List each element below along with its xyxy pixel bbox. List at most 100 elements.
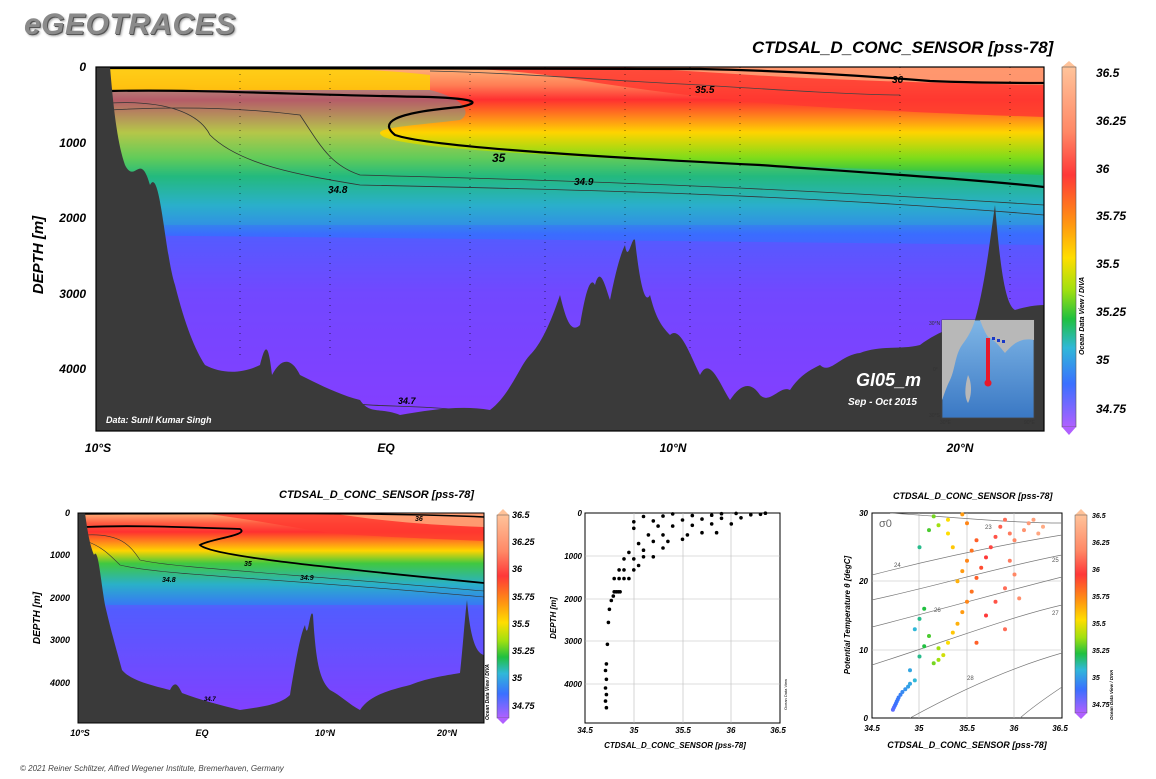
ts-scatter-point: [900, 690, 905, 694]
main-cb-label-35-25: 35.25: [1096, 305, 1126, 319]
ts-scatter-point: [979, 565, 984, 570]
ts-scatter-point: [960, 512, 965, 517]
main-y-tick-1000: 1000: [59, 136, 86, 150]
ts-scatter-point: [984, 613, 988, 618]
main-cb-label-35-5: 35.5: [1096, 257, 1120, 271]
depth-y-tick-0: 0: [578, 509, 583, 518]
ts-scatter-points: [890, 512, 1045, 712]
ts-scatter-point: [1017, 596, 1022, 601]
ts-scatter-point: [1031, 517, 1036, 522]
contour-label-34-7: 34.7: [398, 396, 417, 406]
depth-scatter-point: [636, 541, 641, 546]
depth-scatter-point: [680, 537, 685, 542]
small-cb-label-35-75: 35.75: [512, 592, 536, 602]
depth-scatter-point: [618, 590, 622, 594]
depth-x-tick-35: 35: [630, 726, 639, 735]
small-y-tick-4000: 4000: [49, 678, 70, 688]
inset-tick-90e: 90°E: [1024, 420, 1036, 426]
depth-scatter-point: [641, 548, 646, 552]
small-cb-label-34-75: 34.75: [512, 701, 536, 711]
depth-scatter-point: [604, 692, 609, 697]
ts-scatter-point: [950, 630, 955, 635]
ts-cb-label-35-25: 35.25: [1092, 648, 1110, 655]
isopycnal-label-25: 25: [1052, 558, 1059, 564]
contour-label-34-9: 34.9: [574, 177, 594, 188]
ts-x-axis-label: CTDSAL_D_CONC_SENSOR [pss-78]: [887, 740, 1048, 750]
ts-scatter-point: [908, 681, 912, 686]
depth-scatter-point: [739, 516, 743, 520]
inset-map: 30°N 0° 30°S 30°E 90°E: [929, 319, 1036, 426]
depth-scatter-point: [763, 511, 768, 515]
small-y-tick-1000: 1000: [50, 550, 70, 560]
main-y-tick-3000: 3000: [59, 287, 86, 301]
ts-colorbar: 36.5 36.25 36 35.75 35.5 35.25 35 34.75 …: [1074, 509, 1114, 720]
depth-y-tick-3000: 3000: [564, 637, 582, 646]
data-credit: Data: Sunil Kumar Singh: [106, 415, 212, 425]
isopycnal-label-26: 26: [934, 608, 941, 614]
ts-y-tick-20: 20: [858, 577, 868, 586]
small-cb-side-label: Ocean Data View / DIVA: [485, 664, 491, 720]
ts-cb-label-36-5: 36.5: [1092, 513, 1106, 520]
ts-scatter-point: [1012, 538, 1017, 543]
ts-x-tick-36-5: 36.5: [1052, 724, 1068, 733]
ts-scatter-point: [927, 528, 931, 533]
footer-credit: © 2021 Reiner Schlitzer, Alfred Wegener …: [20, 764, 284, 773]
ts-scatter-point: [1012, 572, 1017, 577]
depth-scatter-point: [604, 662, 609, 666]
small-y-tick-2000: 2000: [49, 593, 70, 603]
ts-scatter-point: [984, 555, 988, 560]
depth-x-tick-36-5: 36.5: [770, 726, 786, 735]
sigma0-label: σ0: [879, 518, 892, 530]
small-y-tick-3000: 3000: [50, 635, 70, 645]
small-cb-label-36-25: 36.25: [512, 537, 536, 547]
ts-scatter-point: [998, 524, 1003, 529]
ts-scatter-point: [960, 569, 965, 574]
ts-scatter-point: [974, 640, 979, 645]
main-cb-label-36-5: 36.5: [1096, 66, 1120, 80]
depth-scatter-point: [690, 523, 695, 528]
small-contour-label-36: 36: [415, 516, 423, 523]
small-cb-label-35: 35: [512, 673, 523, 683]
ts-scatter-point: [903, 687, 908, 692]
depth-scatter-point: [622, 557, 626, 561]
small-section-chart: 35 34.9 34.8 34.7 36 DEPTH [m] 0 1000 20…: [32, 508, 536, 738]
ts-scatter-point: [917, 545, 922, 550]
isopycnal-label-27: 27: [1052, 611, 1059, 617]
small-contour-label-35: 35: [244, 561, 252, 568]
ts-scatter-point: [917, 654, 922, 659]
ts-scatter-point: [1007, 531, 1012, 536]
ts-y-tick-10: 10: [859, 646, 868, 655]
small-contour-label-34-7: 34.7: [204, 697, 216, 703]
depth-scatter-point: [604, 705, 609, 710]
ts-scatter-point: [1007, 558, 1012, 563]
depth-scatter-point: [606, 620, 611, 625]
ts-scatter-point: [969, 589, 974, 594]
depth-scatter-point: [617, 576, 621, 581]
ts-scatter-point: [1041, 524, 1045, 529]
depth-scatter-chart: DEPTH [m] 0 1000 2000 3000 4000 34.5 35 …: [549, 509, 788, 750]
depth-scatter-point: [603, 686, 608, 690]
small-cb-label-36-5: 36.5: [512, 510, 531, 520]
depth-scatter-point: [641, 514, 646, 519]
inset-tick-30e: 30°E: [940, 420, 952, 426]
depth-scatter-point: [690, 513, 695, 518]
main-cb-label-34-75: 34.75: [1096, 402, 1126, 416]
ts-scatter-point: [912, 627, 917, 632]
small-contour-label-34-9: 34.9: [300, 575, 314, 582]
depth-scatter-point: [651, 519, 656, 523]
depth-scatter-point: [670, 512, 675, 516]
isopycnal-label-23: 23: [985, 525, 992, 531]
main-chart-title: CTDSAL_D_CONC_SENSOR [pss-78]: [752, 38, 1054, 57]
depth-scatter-point: [709, 513, 714, 517]
section-name: GI05_m: [856, 370, 921, 390]
ts-scatter-point: [1036, 531, 1041, 536]
depth-scatter-point: [719, 516, 724, 521]
ts-scatter-point: [974, 575, 979, 580]
depth-scatter-point: [700, 517, 704, 521]
ts-scatter-chart: 23 24 25 26 27 28 σ0 Potential Temperatu…: [843, 509, 1114, 750]
depth-scatter-point: [607, 607, 612, 612]
ts-scatter-point: [965, 558, 969, 563]
contour-label-35: 35: [492, 151, 506, 165]
ts-scatter-point: [1003, 517, 1007, 522]
depth-scatter-point: [666, 539, 670, 544]
